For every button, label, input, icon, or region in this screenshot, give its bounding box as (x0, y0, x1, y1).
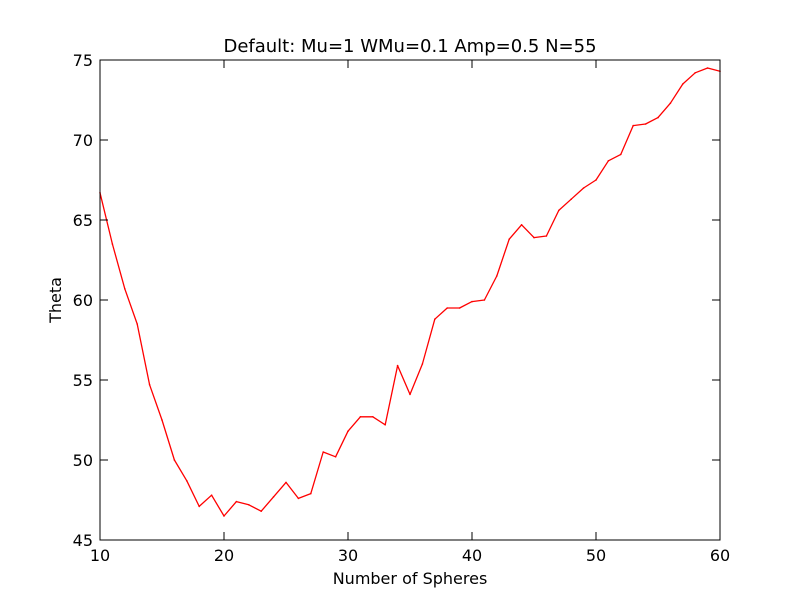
data-point (248, 504, 250, 506)
data-point (372, 416, 374, 418)
y-axis: 45 50 55 60 65 70 75 (73, 51, 720, 550)
data-point (657, 116, 659, 119)
data-point (124, 288, 126, 290)
x-tick-label: 20 (214, 546, 234, 565)
chart-title: Default: Mu=1 WMu=0.1 Amp=0.5 N=55 (223, 36, 596, 57)
data-point (148, 384, 151, 386)
data-point (520, 224, 523, 226)
data-point (595, 179, 597, 181)
data-point (198, 505, 200, 508)
data-point (297, 497, 300, 500)
x-tick-label: 30 (338, 546, 358, 565)
data-point (409, 393, 411, 396)
data-point (173, 459, 176, 461)
x-axis: 10 20 30 40 50 60 (90, 60, 730, 565)
y-tick-label: 65 (73, 211, 93, 230)
data-point (682, 83, 684, 85)
data-point (136, 323, 138, 325)
y-tick-label: 55 (73, 371, 93, 390)
y-tick-label: 45 (73, 531, 93, 550)
data-point (272, 496, 275, 498)
data-point (545, 235, 548, 237)
data-point (285, 481, 287, 484)
x-tick-label: 60 (710, 546, 730, 565)
data-point (334, 456, 337, 458)
data-point (310, 492, 312, 495)
data-point (111, 243, 114, 245)
data-point (421, 363, 424, 365)
plot-area-frame (99, 59, 721, 541)
y-tick-label: 70 (73, 131, 93, 150)
data-point (620, 153, 622, 156)
x-tick-label: 10 (90, 546, 110, 565)
data-point (347, 430, 349, 433)
data-point (706, 67, 709, 69)
data-point (508, 238, 511, 240)
y-tick-label: 60 (73, 291, 93, 310)
data-point (359, 416, 362, 418)
data-point (607, 160, 610, 162)
data-point (322, 451, 325, 453)
y-axis-label: Theta (46, 277, 65, 324)
y-tick-label: 50 (73, 451, 93, 470)
series-layer (99, 67, 721, 517)
data-point (396, 364, 399, 367)
series-line-0 (99, 67, 721, 517)
data-point (694, 72, 696, 74)
y-tick-label: 75 (73, 51, 93, 70)
data-point (533, 236, 535, 239)
data-point (260, 510, 263, 512)
data-point (210, 494, 213, 497)
data-point (471, 300, 473, 303)
x-tick-label: 50 (586, 546, 606, 565)
data-point (446, 307, 449, 309)
data-point (186, 480, 188, 482)
data-point (161, 419, 163, 421)
data-point (558, 209, 560, 212)
x-axis-label: Number of Spheres (333, 569, 488, 588)
data-point (644, 123, 647, 125)
data-point (434, 318, 436, 321)
data-point (582, 187, 585, 189)
x-tick-label: 40 (462, 546, 482, 565)
data-point (496, 275, 498, 277)
data-point (384, 424, 387, 426)
data-point (570, 198, 572, 200)
data-point (483, 299, 486, 301)
data-point (458, 307, 461, 309)
data-point (223, 515, 225, 517)
data-point (632, 124, 634, 127)
data-point (669, 102, 672, 104)
data-point (235, 500, 238, 503)
